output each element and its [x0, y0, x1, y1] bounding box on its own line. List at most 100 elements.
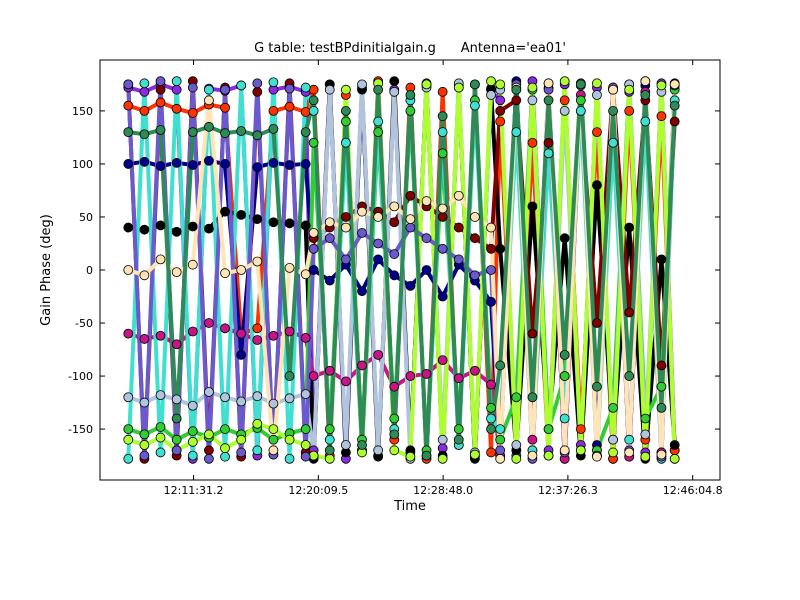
point — [437, 203, 448, 214]
point — [405, 106, 416, 116]
point — [575, 424, 586, 434]
point — [527, 201, 538, 212]
point — [187, 259, 198, 270]
point — [340, 212, 351, 222]
point — [171, 339, 182, 350]
point — [486, 265, 496, 275]
point — [139, 450, 150, 461]
point — [123, 222, 134, 233]
point — [543, 78, 554, 89]
point — [123, 127, 134, 138]
point — [284, 326, 295, 337]
point — [559, 76, 570, 87]
x-axis-label: Time — [393, 499, 426, 514]
point — [486, 447, 496, 458]
point — [123, 434, 134, 445]
point — [204, 445, 214, 456]
point — [252, 335, 263, 345]
point — [252, 214, 263, 224]
point — [495, 453, 506, 464]
point — [495, 95, 506, 106]
point — [357, 227, 367, 238]
point — [656, 80, 667, 91]
point — [187, 426, 198, 437]
point — [389, 201, 400, 212]
point — [220, 159, 230, 169]
point — [268, 398, 279, 409]
point — [592, 451, 602, 462]
chart-title: G table: testBPdinitialgain.g Antenna='e… — [254, 41, 566, 56]
point — [308, 106, 319, 116]
point — [437, 243, 448, 254]
point — [300, 220, 311, 231]
point — [171, 434, 182, 445]
point — [559, 106, 570, 116]
point — [486, 296, 496, 307]
y-tick-label: 150 — [72, 105, 93, 118]
point — [123, 100, 134, 111]
axes: -150 -100 -50 0 50 100 150 12:11:31.2 12:20:09.5… — [68, 60, 723, 497]
point — [187, 450, 198, 461]
point — [268, 330, 279, 341]
point — [187, 400, 198, 411]
point — [204, 155, 214, 166]
point — [389, 217, 400, 228]
point — [268, 217, 279, 228]
point — [268, 424, 279, 434]
point — [171, 157, 182, 168]
point — [575, 445, 586, 456]
point — [656, 402, 667, 413]
point — [527, 450, 538, 461]
point — [340, 254, 351, 265]
point — [608, 106, 618, 116]
point — [187, 82, 198, 93]
point — [608, 434, 618, 445]
point — [669, 453, 680, 464]
y-tick-label: 50 — [79, 211, 93, 224]
point — [405, 90, 416, 100]
point — [453, 82, 464, 93]
point — [204, 453, 214, 464]
point — [324, 275, 335, 286]
point — [495, 79, 506, 90]
point — [437, 148, 448, 159]
point — [669, 79, 680, 90]
point — [389, 249, 400, 259]
point — [624, 106, 635, 116]
point — [284, 453, 295, 464]
point — [252, 323, 263, 334]
point — [559, 445, 570, 456]
point — [139, 106, 150, 116]
point — [252, 86, 263, 97]
point — [252, 130, 263, 141]
point — [470, 100, 480, 111]
point — [171, 394, 182, 405]
point — [308, 95, 319, 106]
point — [308, 265, 319, 275]
point — [252, 391, 263, 402]
point — [486, 243, 496, 254]
point — [300, 107, 311, 117]
point — [624, 434, 635, 445]
point — [453, 222, 464, 233]
point — [405, 451, 416, 462]
point — [373, 84, 384, 95]
point — [357, 206, 367, 217]
point — [236, 434, 247, 445]
point — [204, 387, 214, 397]
point — [470, 365, 480, 376]
point — [527, 95, 538, 106]
point — [421, 196, 432, 206]
point — [389, 86, 400, 97]
point — [495, 360, 506, 371]
point — [608, 402, 618, 413]
point — [437, 355, 448, 366]
point — [373, 238, 384, 249]
point — [236, 349, 247, 360]
point — [139, 156, 150, 167]
point — [470, 270, 480, 281]
point — [559, 233, 570, 244]
y-tick-label: 0 — [86, 264, 93, 277]
point — [421, 233, 432, 244]
point — [220, 323, 230, 334]
